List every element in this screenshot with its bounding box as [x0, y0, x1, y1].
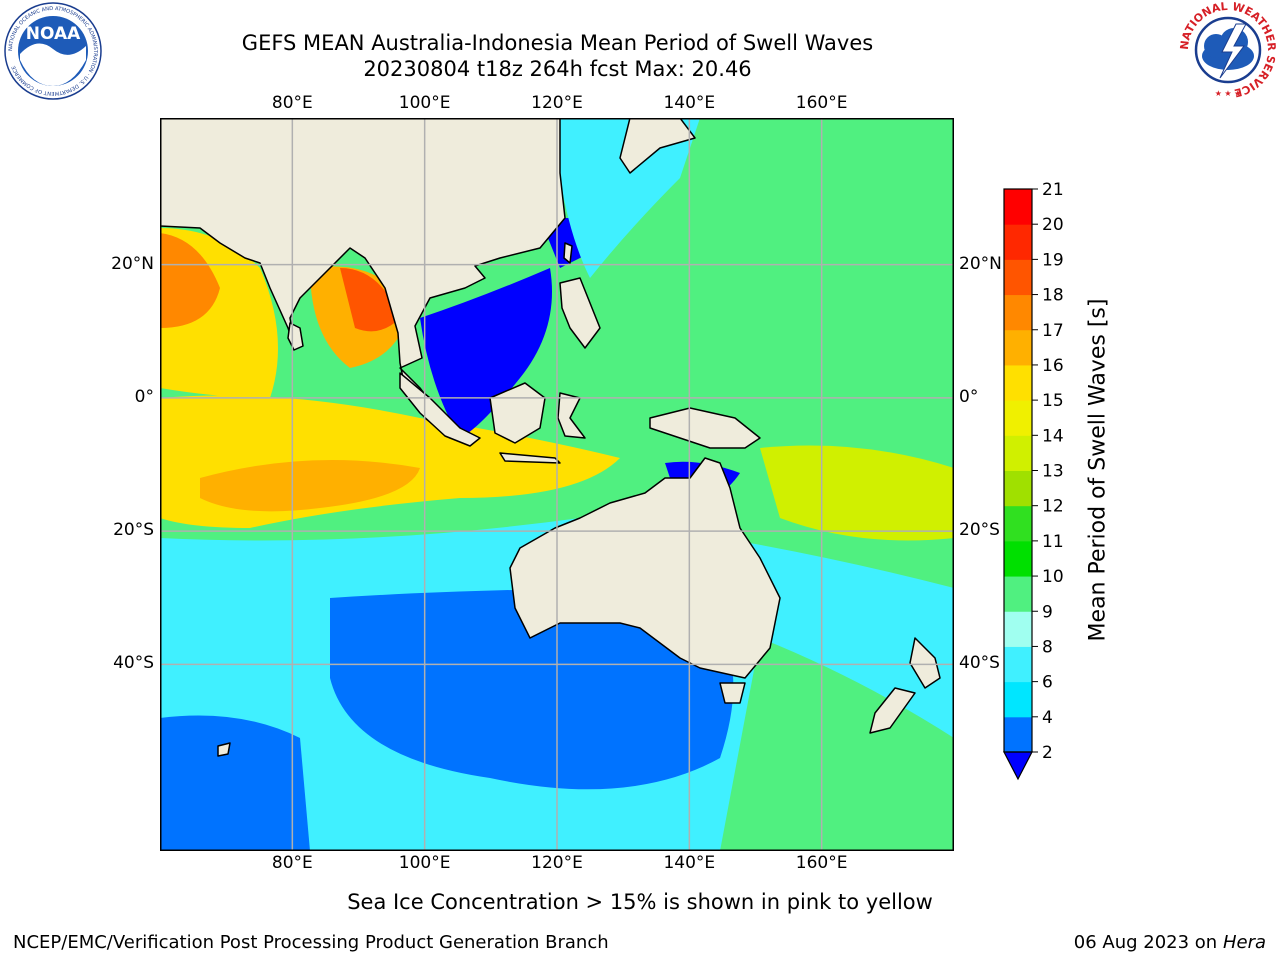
footer-machine: Hera [1222, 932, 1266, 953]
land-masses [160, 118, 941, 757]
colorbar-label: Mean Period of Swell Waves [s] [1085, 298, 1111, 642]
colorbar-tick-label: 8 [1042, 637, 1053, 657]
colorbar-segment [1004, 716, 1032, 753]
lat-tick-label: 20°N [111, 253, 154, 274]
lon-tick-label: 160°E [795, 93, 848, 113]
swell-period-map [160, 118, 954, 851]
colorbar-tick-label: 21 [1042, 180, 1064, 200]
colorbar-tick-label: 16 [1042, 356, 1064, 376]
map-title: GEFS MEAN Australia-Indonesia Mean Perio… [241, 31, 874, 55]
colorbar-tick-label: 19 [1042, 250, 1064, 270]
colorbar-tick-label: 4 [1042, 708, 1053, 728]
footer-branch: NCEP/EMC/Verification Post Processing Pr… [13, 932, 609, 953]
colorbar-segment [1004, 224, 1032, 260]
lon-tick-label: 100°E [398, 93, 451, 113]
colorbar-segment [1004, 681, 1032, 718]
colorbar-segment [1004, 611, 1032, 647]
colorbar-segment [1004, 259, 1032, 296]
lat-tick-label: 0° [134, 386, 154, 407]
colorbar-tick-label: 6 [1042, 673, 1053, 693]
noaa-logo-text: NOAA [26, 24, 81, 44]
nws-logo: NATIONAL WEATHER SERVICE ★ ★ ★ [1178, 0, 1278, 99]
colorbar-segment [1004, 400, 1032, 436]
colorbar-segment [1004, 189, 1032, 225]
colorbar-tick-label: 13 [1042, 462, 1064, 482]
lat-tick-label: 40°S [959, 653, 1000, 674]
lon-tick-label: 140°E [663, 93, 716, 113]
lat-tick-label: 20°S [113, 520, 154, 541]
lat-tick-label: 0° [959, 386, 979, 407]
colorbar-tick-label: 18 [1042, 286, 1064, 306]
colorbar-segment [1004, 435, 1032, 471]
colorbar-segment [1004, 540, 1032, 577]
colorbar-segment [1004, 505, 1032, 542]
sea-ice-note: Sea Ice Concentration > 15% is shown in … [347, 890, 933, 914]
colorbar-tick-label: 15 [1042, 391, 1064, 411]
colorbar-tick-label: 2 [1042, 743, 1053, 763]
lat-tick-label: 20°S [959, 520, 1000, 541]
graticule-grid [160, 118, 954, 851]
lon-tick-label: 80°E [271, 93, 313, 113]
colorbar: 2 4 6 8 9 10 11 12 13 14 15 16 17 18 19 20 21 [1003, 180, 1064, 781]
lon-tick-label: 100°E [398, 853, 451, 873]
colorbar-tick-label: 12 [1042, 497, 1064, 517]
noaa-logo: NATIONAL OCEANIC AND ATMOSPHERIC ADMINIS… [4, 2, 102, 100]
footer-date: 06 Aug 2023 on Hera [1074, 932, 1266, 953]
lat-tick-label: 20°N [959, 253, 1002, 274]
colorbar-tick-label: 20 [1042, 215, 1064, 235]
lon-tick-label: 80°E [271, 853, 313, 873]
lat-tick-label: 40°S [113, 653, 154, 674]
colorbar-tick-label: 10 [1042, 567, 1064, 587]
colorbar-tick-label: 11 [1042, 532, 1064, 552]
colorbar-segment [1004, 329, 1032, 366]
colorbar-segment [1004, 470, 1032, 507]
map-subtitle: 20230804 t18z 264h fcst Max: 20.46 [363, 57, 752, 81]
colorbar-tick-label: 14 [1042, 426, 1064, 446]
map-frame [160, 118, 954, 851]
footer-date-text: 06 Aug 2023 on [1073, 932, 1218, 953]
lon-tick-label: 120°E [531, 93, 583, 113]
lon-tick-label: 120°E [531, 853, 583, 873]
colorbar-segment [1004, 364, 1032, 401]
lon-tick-label: 140°E [663, 853, 716, 873]
svg-text:★ ★ ★: ★ ★ ★ [1215, 89, 1242, 98]
colorbar-segment [1004, 294, 1032, 331]
colorbar-segment [1004, 576, 1032, 612]
colorbar-tick-label: 9 [1042, 602, 1053, 622]
colorbar-extend-arrow [1003, 751, 1033, 781]
colorbar-tick-label: 17 [1042, 321, 1064, 341]
colorbar-segment [1004, 646, 1032, 683]
lon-tick-label: 160°E [795, 853, 848, 873]
